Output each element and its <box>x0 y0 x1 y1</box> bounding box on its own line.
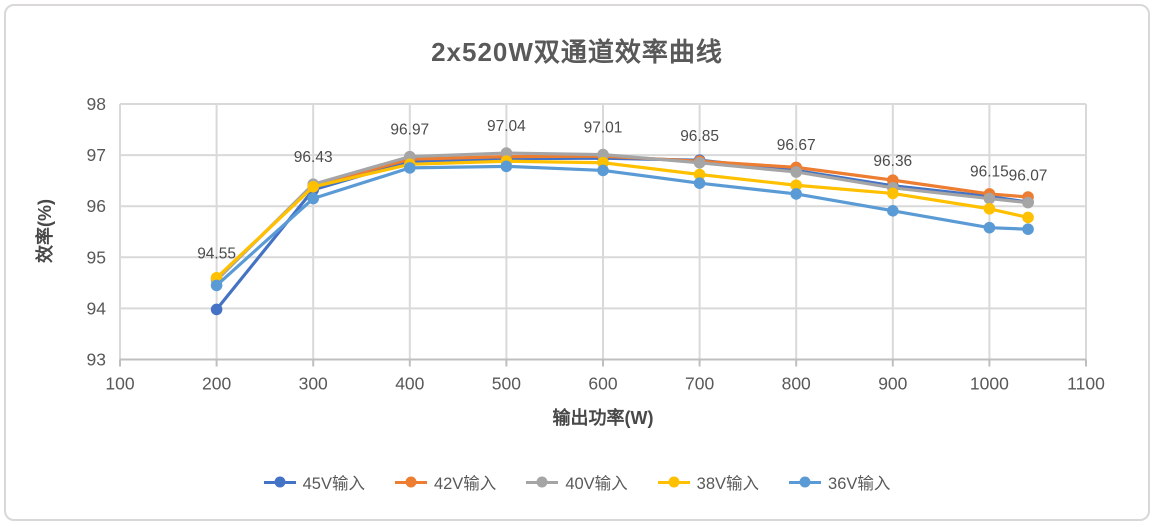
y-axis-title: 效率(%) <box>35 199 55 263</box>
series-line-4 <box>215 164 1030 288</box>
series-marker-4 <box>210 279 223 292</box>
x-tick-label: 200 <box>202 374 231 394</box>
data-label: 96.97 <box>390 122 429 139</box>
data-label: 96.85 <box>680 128 719 145</box>
series-line-3 <box>215 159 1030 280</box>
series-marker-4 <box>404 162 416 174</box>
y-tick-label: 94 <box>87 298 107 318</box>
y-tick-label: 95 <box>87 247 106 267</box>
legend-label: 45V输入 <box>302 475 365 493</box>
legend-marker-icon <box>263 476 296 488</box>
series-line-2 <box>215 151 1030 282</box>
series-marker-4 <box>307 192 320 205</box>
x-axis-title: 输出功率(W) <box>552 408 654 428</box>
data-label: 97.01 <box>584 120 623 137</box>
legend-item-0: 45V输入 <box>263 470 365 494</box>
legend-item-2: 40V输入 <box>526 470 628 494</box>
data-label: 96.36 <box>873 153 912 170</box>
legend-item-4: 36V输入 <box>789 470 890 494</box>
legend-marker-icon <box>526 476 559 488</box>
data-label: 96.43 <box>294 149 333 166</box>
legend-label: 38V输入 <box>696 475 760 493</box>
y-tick-label: 96 <box>87 196 106 216</box>
x-tick-label: 800 <box>782 374 811 394</box>
legend-label: 40V输入 <box>565 475 628 493</box>
x-tick-label: 1100 <box>1067 374 1105 394</box>
y-tick-label: 98 <box>87 94 106 114</box>
legend-item-1: 42V输入 <box>394 470 497 494</box>
series-marker-4 <box>693 177 706 190</box>
series-marker-3 <box>983 202 996 215</box>
series-marker-4 <box>1022 223 1034 235</box>
legend-label: 42V输入 <box>433 475 497 493</box>
chart-container: 2x520W双通道效率曲线 93 94 95 96 97 98 100 200 300 400 50… <box>4 4 1150 521</box>
x-tick-label: 600 <box>588 374 617 394</box>
data-label: 96.15 <box>970 164 1009 181</box>
x-tick-label: 900 <box>878 374 907 394</box>
data-label: 96.67 <box>777 137 816 154</box>
series-marker-3 <box>307 180 320 193</box>
series-marker-4 <box>887 204 899 217</box>
legend-marker-icon <box>394 476 427 488</box>
series-marker-2 <box>500 147 513 159</box>
legend-marker-icon <box>657 476 690 488</box>
data-label: 94.55 <box>197 245 236 262</box>
series-marker-4 <box>983 221 996 234</box>
series-marker-3 <box>693 168 706 181</box>
x-tick-label: 1000 <box>970 374 1009 394</box>
x-tick-label: 300 <box>299 374 328 394</box>
series-marker-4 <box>500 160 513 173</box>
series-marker-2 <box>1022 196 1034 209</box>
series-marker-4 <box>790 188 802 200</box>
x-tick-label: 500 <box>492 374 521 394</box>
series-marker-3 <box>1022 211 1034 224</box>
data-label: 96.07 <box>1009 168 1048 185</box>
y-tick-label: 93 <box>87 350 106 370</box>
x-tick-label: 400 <box>395 374 424 394</box>
chart-title: 2x520W双通道效率曲线 <box>431 37 723 67</box>
x-tick-label: 700 <box>685 374 714 394</box>
legend-item-3: 38V输入 <box>657 470 760 494</box>
x-tick-label: 100 <box>105 374 134 394</box>
y-tick-label: 97 <box>87 145 106 165</box>
legend: 45V输入 42V输入 40V输入 38V输入 36V输入 <box>6 467 1148 497</box>
series-marker-0 <box>210 303 223 316</box>
series-marker-3 <box>790 179 802 192</box>
legend-marker-icon <box>789 476 822 488</box>
series-marker-2 <box>693 156 706 169</box>
data-label: 97.04 <box>487 118 526 135</box>
series-marker-2 <box>790 166 802 178</box>
legend-label: 36V输入 <box>828 475 891 493</box>
series-marker-2 <box>983 192 996 205</box>
plot-area: 93 94 95 96 97 98 100 200 300 400 500 600 700 800 900 1… <box>87 94 1106 394</box>
series-marker-2 <box>597 148 609 161</box>
series-marker-4 <box>597 164 609 177</box>
series-marker-3 <box>887 187 899 200</box>
